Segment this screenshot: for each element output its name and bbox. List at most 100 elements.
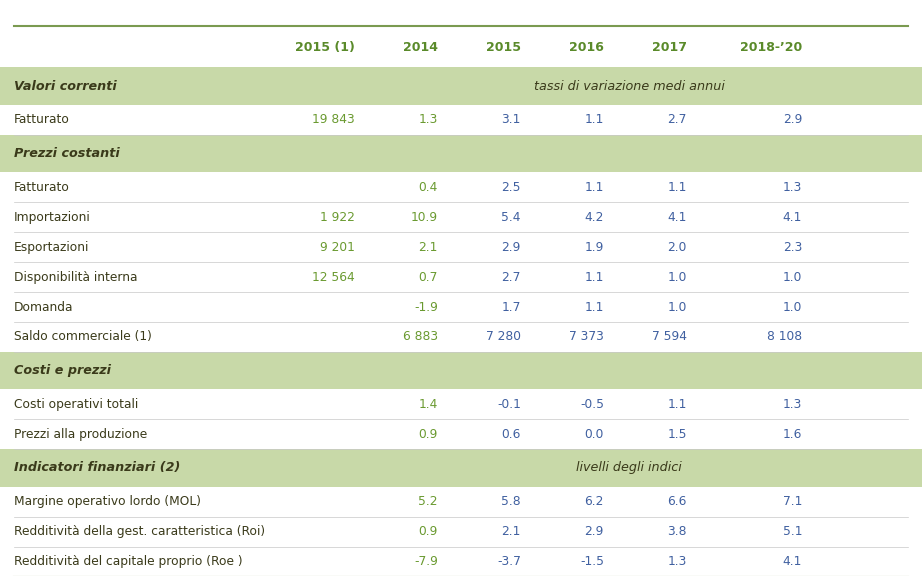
- Bar: [0, 292, 922, 322]
- Text: 6.6: 6.6: [668, 495, 687, 508]
- Text: 2.1: 2.1: [419, 241, 438, 253]
- Text: Prezzi alla produzione: Prezzi alla produzione: [14, 428, 148, 441]
- Text: 1.1: 1.1: [668, 181, 687, 194]
- Text: tassi di variazione medi annui: tassi di variazione medi annui: [534, 79, 725, 93]
- Text: Prezzi costanti: Prezzi costanti: [14, 147, 120, 160]
- Bar: [0, 172, 922, 202]
- Text: 0.9: 0.9: [419, 428, 438, 441]
- Text: 1.0: 1.0: [668, 271, 687, 283]
- Text: Costi e prezzi: Costi e prezzi: [14, 364, 111, 377]
- Text: 2.1: 2.1: [502, 525, 521, 538]
- Text: 1.1: 1.1: [585, 113, 604, 126]
- Text: 1.1: 1.1: [668, 398, 687, 411]
- Text: 9 201: 9 201: [320, 241, 355, 253]
- Bar: [0, 547, 922, 576]
- Text: 1.0: 1.0: [783, 271, 802, 283]
- Text: Margine operativo lordo (MOL): Margine operativo lordo (MOL): [14, 495, 201, 508]
- Text: -3.7: -3.7: [497, 555, 521, 568]
- Text: Redditività della gest. caratteristica (Roi): Redditività della gest. caratteristica (…: [14, 525, 265, 538]
- Text: 8 108: 8 108: [767, 331, 802, 343]
- Text: 0.9: 0.9: [419, 525, 438, 538]
- Text: 2.5: 2.5: [502, 181, 521, 194]
- Text: -1.9: -1.9: [414, 301, 438, 313]
- Text: 2.9: 2.9: [502, 241, 521, 253]
- Text: 2017: 2017: [652, 41, 687, 54]
- Text: 2015 (1): 2015 (1): [295, 41, 355, 54]
- Bar: [0, 322, 922, 352]
- Text: Domanda: Domanda: [14, 301, 74, 313]
- Text: 7 373: 7 373: [569, 331, 604, 343]
- Text: -0.1: -0.1: [497, 398, 521, 411]
- Text: 2016: 2016: [569, 41, 604, 54]
- Text: 3.1: 3.1: [502, 113, 521, 126]
- Text: 2.9: 2.9: [585, 525, 604, 538]
- Text: Indicatori finanziari (2): Indicatori finanziari (2): [14, 461, 180, 475]
- Text: 1.3: 1.3: [419, 113, 438, 126]
- Text: Fatturato: Fatturato: [14, 181, 70, 194]
- Bar: [0, 449, 922, 487]
- Bar: [0, 135, 922, 172]
- Text: 19 843: 19 843: [313, 113, 355, 126]
- Text: 1.1: 1.1: [585, 301, 604, 313]
- Text: 1.0: 1.0: [668, 301, 687, 313]
- Text: 7 280: 7 280: [486, 331, 521, 343]
- Text: Saldo commerciale (1): Saldo commerciale (1): [14, 331, 152, 343]
- Text: 5.2: 5.2: [419, 495, 438, 508]
- Text: 7 594: 7 594: [652, 331, 687, 343]
- Bar: [0, 67, 922, 105]
- Text: 2.7: 2.7: [668, 113, 687, 126]
- Text: 1.5: 1.5: [668, 428, 687, 441]
- Text: 2.9: 2.9: [783, 113, 802, 126]
- Bar: [0, 232, 922, 262]
- Bar: [0, 487, 922, 517]
- Text: Importazioni: Importazioni: [14, 211, 90, 223]
- Text: 2.7: 2.7: [502, 271, 521, 283]
- Text: 1.7: 1.7: [502, 301, 521, 313]
- Text: 1.0: 1.0: [783, 301, 802, 313]
- Text: 4.1: 4.1: [783, 555, 802, 568]
- Text: 1.3: 1.3: [783, 398, 802, 411]
- Bar: [0, 419, 922, 449]
- Bar: [0, 202, 922, 232]
- Text: 1 922: 1 922: [320, 211, 355, 223]
- Bar: [0, 517, 922, 547]
- Text: 1.6: 1.6: [783, 428, 802, 441]
- Text: 0.6: 0.6: [502, 428, 521, 441]
- Text: 6 883: 6 883: [403, 331, 438, 343]
- Text: 1.9: 1.9: [585, 241, 604, 253]
- Bar: [0, 262, 922, 292]
- Text: 5.8: 5.8: [502, 495, 521, 508]
- Text: 7.1: 7.1: [783, 495, 802, 508]
- Text: 6.2: 6.2: [585, 495, 604, 508]
- Text: -1.5: -1.5: [580, 555, 604, 568]
- Text: 2015: 2015: [486, 41, 521, 54]
- Bar: [0, 105, 922, 135]
- Text: 0.4: 0.4: [419, 181, 438, 194]
- Text: -0.5: -0.5: [580, 398, 604, 411]
- Bar: [0, 389, 922, 419]
- Text: Valori correnti: Valori correnti: [14, 79, 116, 93]
- Text: 2.0: 2.0: [668, 241, 687, 253]
- Text: 4.1: 4.1: [783, 211, 802, 223]
- Text: Fatturato: Fatturato: [14, 113, 70, 126]
- Text: 4.1: 4.1: [668, 211, 687, 223]
- Text: 1.1: 1.1: [585, 181, 604, 194]
- Text: Disponibilità interna: Disponibilità interna: [14, 271, 137, 283]
- Text: 10.9: 10.9: [411, 211, 438, 223]
- Text: 2018-’20: 2018-’20: [739, 41, 802, 54]
- Text: 2014: 2014: [403, 41, 438, 54]
- Text: 1.3: 1.3: [783, 181, 802, 194]
- Text: 5.4: 5.4: [502, 211, 521, 223]
- Text: 0.7: 0.7: [419, 271, 438, 283]
- Text: Costi operativi totali: Costi operativi totali: [14, 398, 138, 411]
- Text: 0.0: 0.0: [585, 428, 604, 441]
- Text: 1.3: 1.3: [668, 555, 687, 568]
- Text: 12 564: 12 564: [313, 271, 355, 283]
- Text: 1.1: 1.1: [585, 271, 604, 283]
- Text: 3.8: 3.8: [668, 525, 687, 538]
- Text: livelli degli indici: livelli degli indici: [576, 461, 682, 475]
- Bar: [0, 352, 922, 389]
- Text: Esportazioni: Esportazioni: [14, 241, 89, 253]
- Text: 4.2: 4.2: [585, 211, 604, 223]
- Text: -7.9: -7.9: [414, 555, 438, 568]
